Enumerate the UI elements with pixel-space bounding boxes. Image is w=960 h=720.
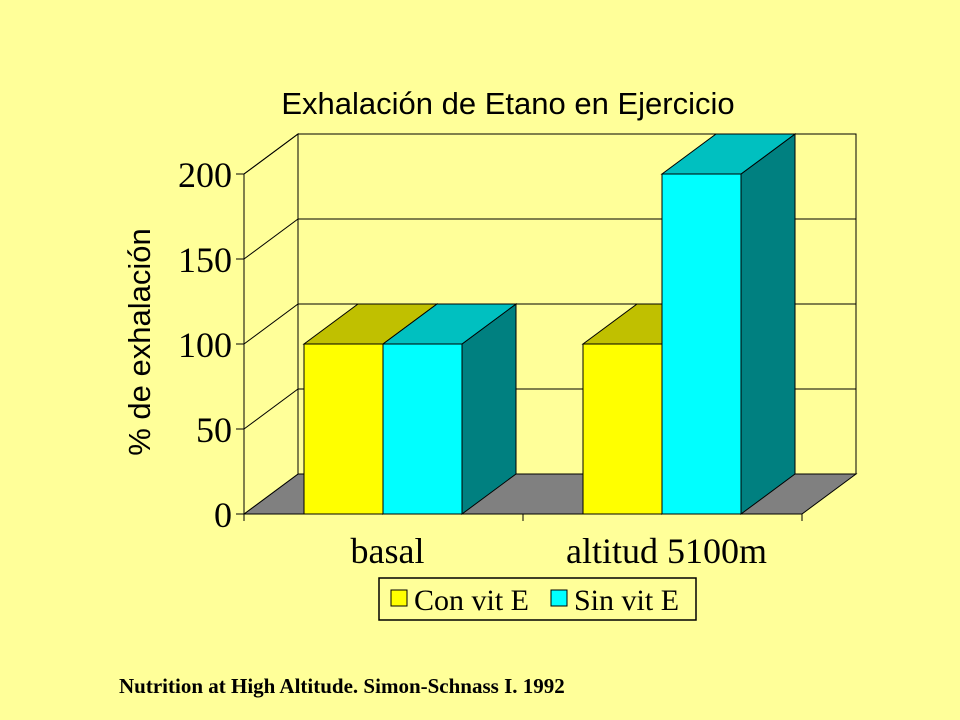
bar bbox=[660, 133, 797, 515]
legend-box bbox=[378, 577, 697, 621]
bar bbox=[381, 303, 518, 515]
bars-layer bbox=[302, 133, 797, 515]
bar-front bbox=[303, 343, 384, 515]
bar-front bbox=[582, 343, 663, 515]
bar-front bbox=[382, 343, 463, 515]
legend-label-con-vit-e: Con vit E bbox=[414, 584, 529, 617]
x-category-label: basal bbox=[351, 531, 425, 571]
x-category-labels: basal altitud 5100m bbox=[351, 531, 767, 571]
y-tick-labels: 0 50 100 150 200 bbox=[178, 155, 232, 535]
x-category-label: altitud 5100m bbox=[566, 531, 767, 571]
bar-front bbox=[661, 173, 742, 515]
y-tick-label: 50 bbox=[196, 410, 232, 450]
chart-title: Exhalación de Etano en Ejercicio bbox=[281, 86, 734, 121]
bar-side bbox=[740, 133, 796, 515]
y-tick-label: 200 bbox=[178, 155, 232, 195]
y-axis-label: % de exhalación bbox=[122, 228, 157, 456]
y-tick-label: 100 bbox=[178, 325, 232, 365]
y-tick-label: 0 bbox=[214, 495, 232, 535]
source-citation: Nutrition at High Altitude. Simon-Schnas… bbox=[119, 674, 565, 698]
legend-swatch-sin-vit-e bbox=[550, 589, 568, 607]
legend-label-sin-vit-e: Sin vit E bbox=[574, 584, 679, 617]
gridline bbox=[243, 133, 856, 175]
y-tick-label: 150 bbox=[178, 240, 232, 280]
legend: Con vit E Sin vit E bbox=[378, 577, 697, 621]
legend-swatch-con-vit-e bbox=[390, 589, 408, 607]
